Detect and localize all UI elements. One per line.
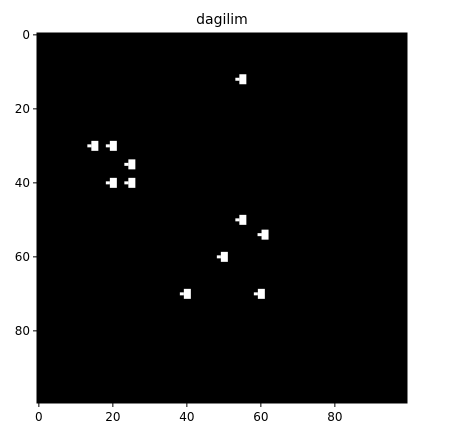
y-tick-label-2: 40 [15,176,30,190]
data-point-6 [235,214,247,225]
y-axis: 0 20 40 60 80 [15,28,37,338]
data-point-9 [179,288,191,299]
x-tick-label-0: 0 [35,410,43,424]
data-point-1 [87,140,99,151]
data-point-7 [257,229,269,240]
x-axis: 0 20 40 60 80 [35,403,342,424]
data-point-2 [105,140,117,151]
data-point-4 [105,177,117,188]
y-tick-label-1: 20 [15,102,30,116]
y-tick-label-3: 60 [15,250,30,264]
plot-frame [36,32,408,404]
x-tick-label-1: 20 [105,410,120,424]
points-layer [87,74,269,299]
data-point-8 [216,251,228,262]
data-point-10 [253,288,265,299]
y-tick-label-0: 0 [22,28,30,42]
data-point-0 [235,74,247,85]
data-point-3 [124,159,136,170]
chart-title: dagilim [196,12,248,28]
x-tick-label-4: 80 [327,410,342,424]
heatmap-background [37,33,407,403]
x-tick-label-3: 60 [253,410,268,424]
y-tick-label-4: 80 [15,324,30,338]
x-tick-label-2: 40 [179,410,194,424]
data-point-5 [124,177,136,188]
